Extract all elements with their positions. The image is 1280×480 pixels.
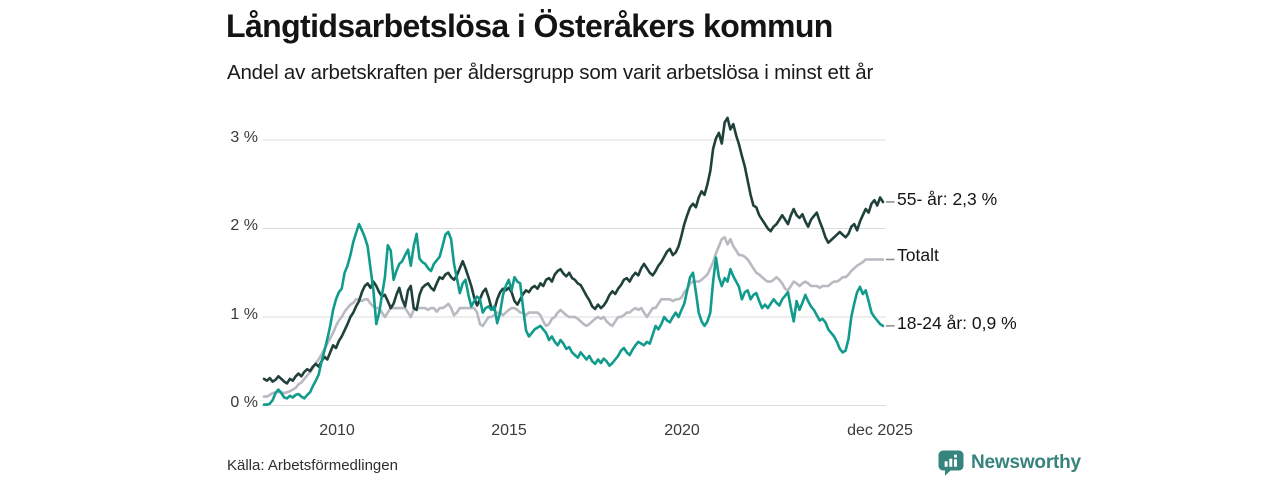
x-axis-tick-label: dec 2025 xyxy=(847,422,913,439)
page-title: Långtidsarbetslösa i Österåkers kommun xyxy=(226,8,833,44)
y-axis-tick-label: 3 % xyxy=(230,129,258,146)
newsworthy-logo-text: Newsworthy xyxy=(971,452,1081,473)
series-line-55-ar xyxy=(262,116,885,385)
series-line-18-24-ar xyxy=(262,222,885,406)
series-line-totalt xyxy=(262,236,885,398)
y-axis-tick-label: 2 % xyxy=(230,217,258,234)
y-axis-tick-label: 1 % xyxy=(230,306,258,323)
source-attribution: Källa: Arbetsförmedlingen xyxy=(227,457,398,474)
y-axis-tick-label: 0 % xyxy=(230,394,258,411)
x-axis-tick-label: 2020 xyxy=(664,422,700,439)
page-subtitle: Andel av arbetskraften per åldersgrupp s… xyxy=(227,61,874,84)
x-axis-tick-label: 2015 xyxy=(491,422,527,439)
series-end-label-55-ar: 55- år: 2,3 % xyxy=(897,189,998,209)
newsworthy-logo: Newsworthy xyxy=(938,450,1081,476)
series-end-label-18-24-ar: 18-24 år: 0,9 % xyxy=(897,313,1017,333)
series-end-label-totalt: Totalt xyxy=(897,245,939,265)
x-axis-tick-label: 2010 xyxy=(319,422,355,439)
bar-chart-bubble-icon xyxy=(938,450,964,476)
